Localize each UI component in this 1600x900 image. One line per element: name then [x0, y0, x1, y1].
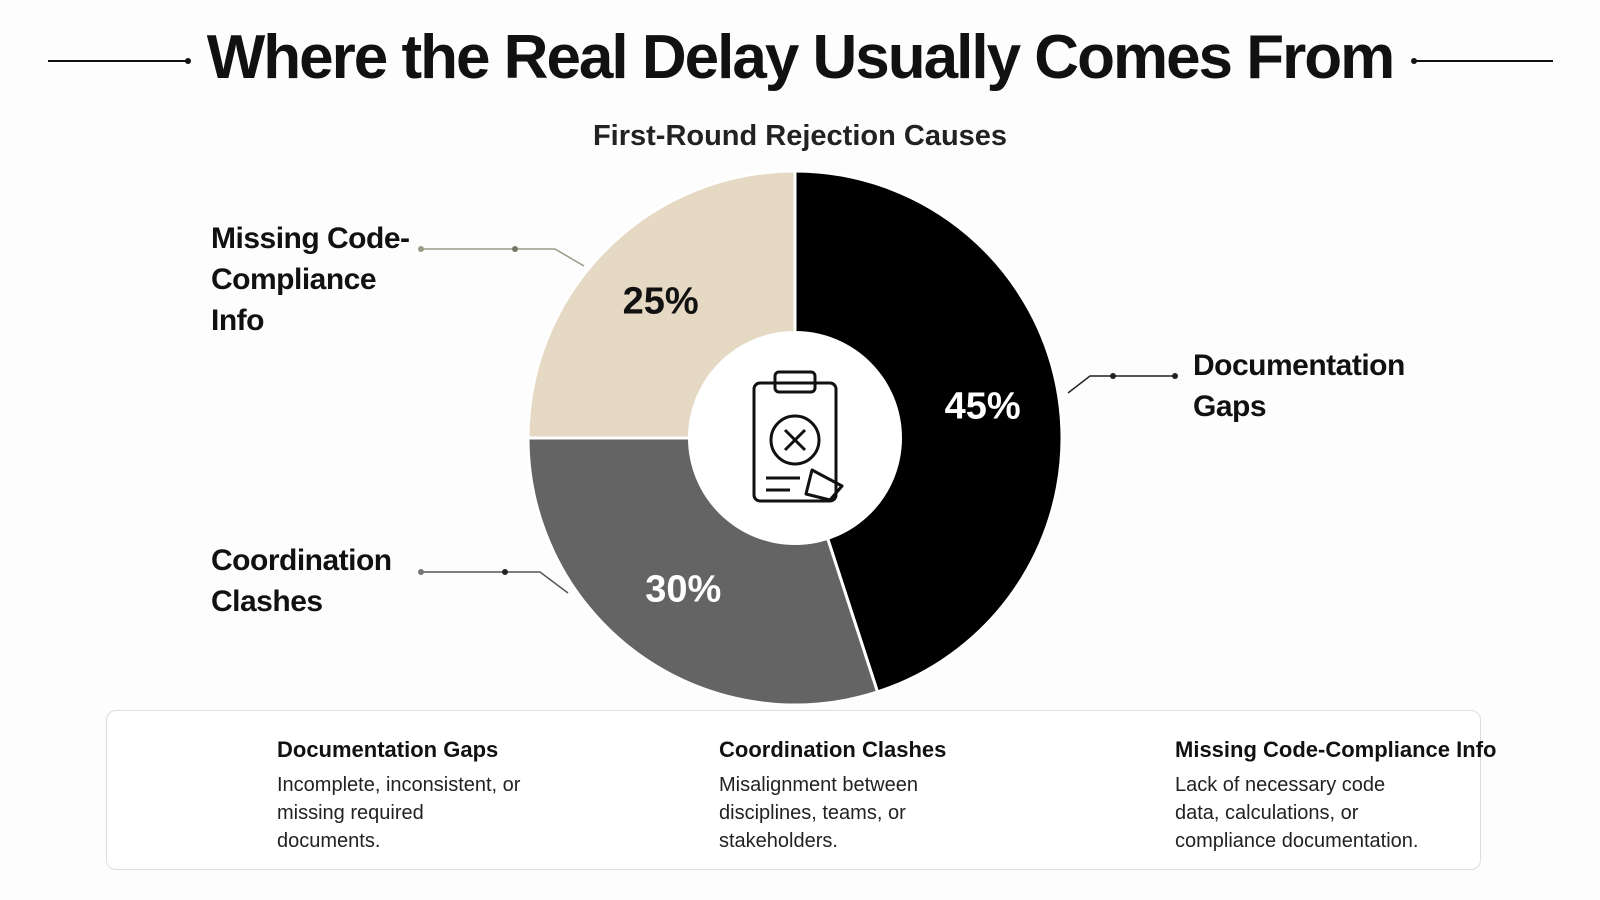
category-label: Coordination Clashes [211, 544, 392, 618]
title-rule-dot [1411, 58, 1417, 64]
card-description: Lack of necessary code data, calculation… [1175, 774, 1419, 852]
card-description: Incomplete, inconsistent, or missing req… [277, 774, 521, 852]
value-label: 25% [623, 281, 699, 323]
value-label: 45% [945, 385, 1021, 427]
center-icon [752, 370, 844, 503]
card-title: Coordination Clashes [719, 737, 947, 762]
slice [793, 169, 1064, 694]
category-label: Missing Code-Compliance Info [211, 222, 410, 337]
chart-subtitle: First-Round Rejection Causes [592, 120, 1008, 152]
leader-lines [418, 246, 1178, 594]
category-label: Documentation Gaps [1193, 349, 1405, 423]
legend-panel [106, 710, 1481, 870]
card-description: Misalignment between disciplines, teams,… [719, 774, 918, 852]
card-title: Documentation Gaps [277, 737, 499, 762]
chart-title: Where the Real Delay Usually Comes From [206, 23, 1396, 92]
card-title: Missing Code-Compliance Info [1175, 737, 1497, 762]
value-label: 30% [645, 569, 721, 611]
title-rule-dot [185, 58, 191, 64]
